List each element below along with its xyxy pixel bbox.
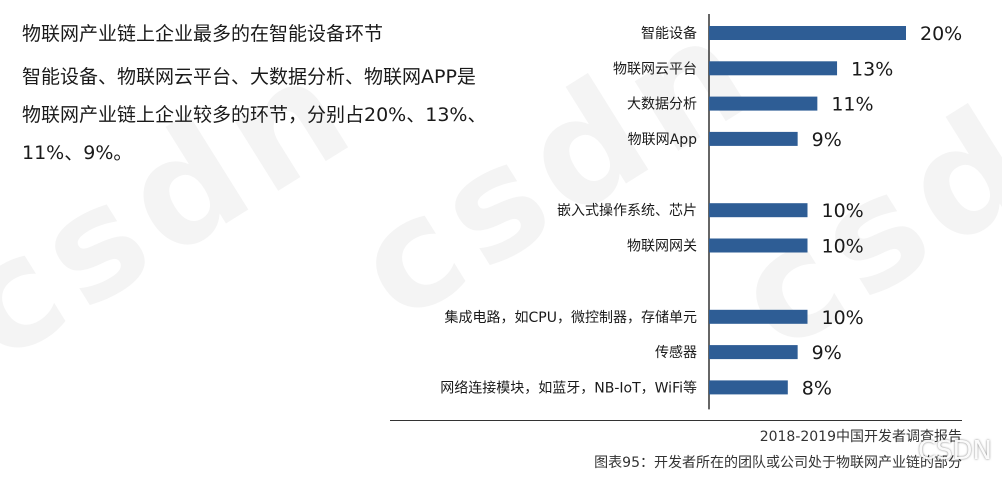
value-label: 10%: [822, 236, 864, 258]
text-panel: 物联网产业链上企业最多的在智能设备环节 智能设备、物联网云平台、大数据分析、物联…: [22, 18, 492, 172]
category-label: 大数据分析: [627, 97, 697, 113]
value-label: 11%: [831, 94, 873, 116]
bar: [709, 26, 906, 40]
value-label: 20%: [920, 23, 962, 45]
category-label: 物联网App: [628, 132, 697, 148]
category-label: 物联网云平台: [613, 61, 697, 77]
bar: [709, 96, 818, 111]
bar: [709, 61, 838, 76]
headline: 物联网产业链上企业最多的在智能设备环节: [22, 23, 384, 45]
bar: [709, 309, 808, 324]
value-label: 10%: [822, 200, 864, 222]
value-label: 13%: [851, 58, 893, 80]
source-divider: [390, 420, 962, 421]
value-label: 9%: [812, 342, 842, 364]
csdn-logo: CSDN: [917, 436, 992, 466]
value-label: 8%: [802, 377, 832, 399]
bar: [709, 238, 808, 253]
bar: [709, 345, 798, 360]
category-label: 集成电路，如CPU，微控制器，存储单元: [445, 309, 697, 326]
category-label: 网络连接模块，如蓝牙，NB-IoT，WiFi等: [440, 379, 697, 396]
chart-caption: 图表95：开发者所在的团队或公司处于物联网产业链的部分: [594, 455, 962, 471]
category-label: 嵌入式操作系统、芯片: [557, 203, 697, 219]
category-label: 物联网网关: [627, 239, 697, 255]
body-text: 智能设备、物联网云平台、大数据分析、物联网APP是物联网产业链上企业较多的环节，…: [22, 66, 487, 164]
value-label: 10%: [822, 307, 864, 329]
value-label: 9%: [812, 129, 842, 151]
bar-chart: 智能设备 20% 物联网云平台 13% 大数据分析 11% 物联网App 9% 嵌入式操作系统、…: [440, 14, 962, 410]
bar: [709, 203, 808, 218]
bar: [709, 380, 788, 395]
category-label: 智能设备: [641, 25, 697, 42]
chart-source: 2018-2019中国开发者调查报告: [759, 429, 962, 445]
category-label: 传感器: [655, 344, 697, 361]
bar: [709, 131, 798, 146]
